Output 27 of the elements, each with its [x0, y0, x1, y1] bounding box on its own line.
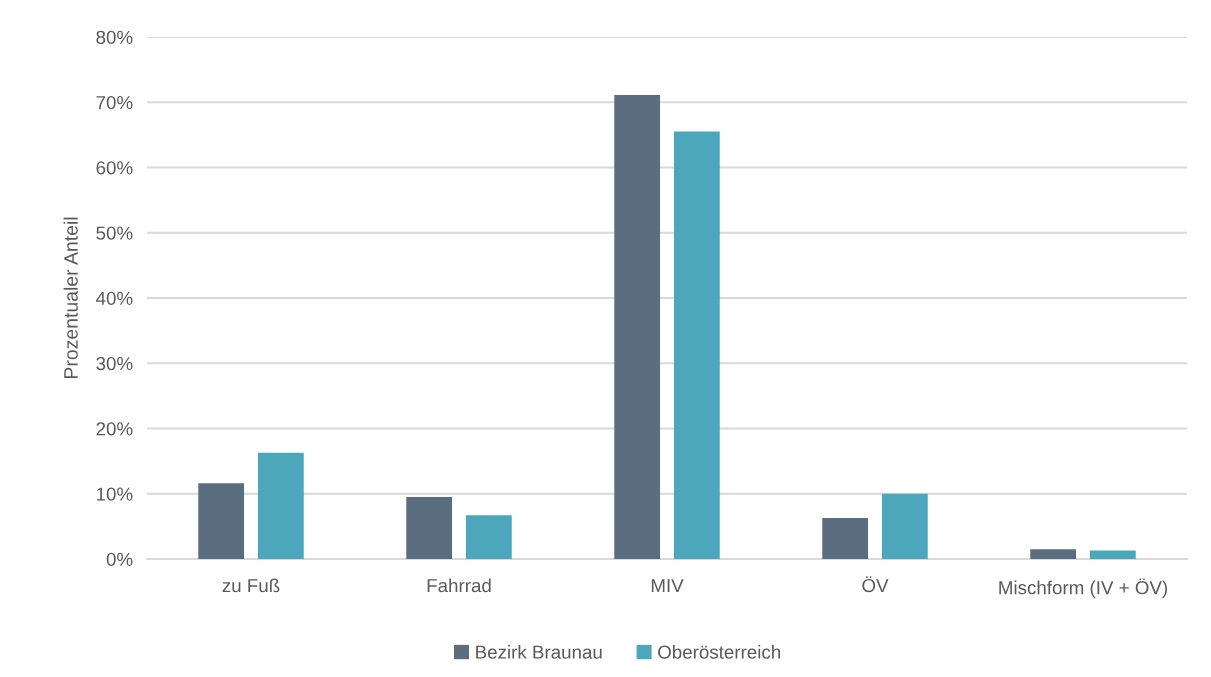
bar: [198, 483, 245, 559]
bar: [614, 95, 661, 559]
x-tick-label: zu Fuß: [222, 578, 280, 593]
bar: [1030, 549, 1077, 559]
y-tick-label: 0%: [106, 552, 133, 566]
y-tick-label: 80%: [96, 30, 133, 44]
y-tick-label: 10%: [97, 487, 133, 501]
bar: [406, 497, 453, 559]
y-axis-title: Prozentualer Anteil: [63, 217, 78, 379]
x-tick-label: Mischform (IV + ÖV): [999, 578, 1168, 599]
bar: [822, 517, 869, 559]
bar: [1089, 550, 1136, 559]
y-tick-label: 60%: [96, 161, 133, 175]
bar: [257, 452, 304, 559]
x-tick-label: MIV: [651, 579, 684, 593]
y-tick-label: 70%: [96, 95, 133, 110]
x-tick-label: Fahrrad: [427, 578, 491, 593]
y-tick-label: 40%: [96, 291, 133, 305]
y-tick-label: 30%: [96, 356, 133, 371]
legend-label: Bezirk Braunau: [476, 644, 602, 659]
y-tick-label: 20%: [96, 422, 133, 436]
bar: [673, 131, 720, 559]
bar: [465, 515, 512, 559]
legend-label: Oberösterreich: [658, 644, 780, 659]
bar: [881, 493, 928, 559]
x-tick-label: ÖV: [862, 576, 889, 593]
y-tick-label: 50%: [96, 226, 133, 240]
